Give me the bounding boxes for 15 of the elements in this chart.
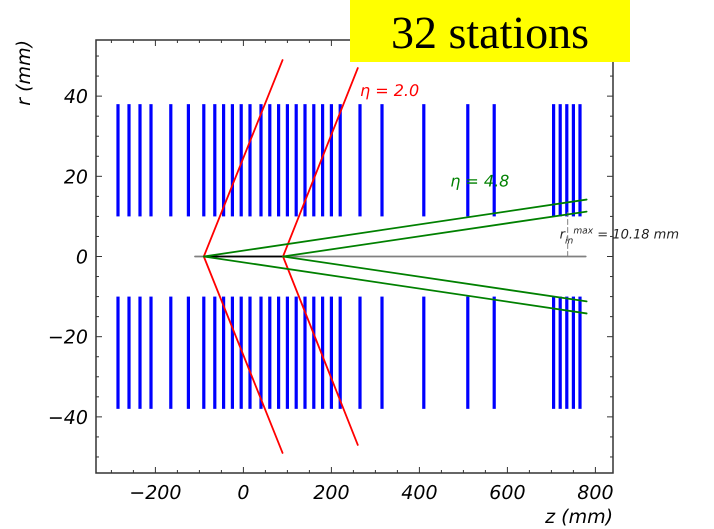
x-tick-label: 800 — [577, 482, 614, 504]
y-axis-title: r (mm) — [13, 40, 35, 106]
x-tick-label: 0 — [237, 482, 250, 504]
x-tick-label: −200 — [129, 482, 182, 504]
annotation: η = 2.0 — [360, 81, 420, 100]
y-tick-label: 0 — [76, 246, 88, 268]
x-tick-label: 600 — [489, 482, 526, 504]
y-tick-label: −20 — [48, 326, 88, 349]
y-tick-label: 40 — [64, 86, 88, 108]
chart-title: 32 stations — [390, 7, 590, 58]
y-tick-label: −40 — [48, 406, 88, 429]
y-tick-label: 20 — [64, 166, 88, 188]
x-tick-label: 200 — [313, 482, 350, 504]
x-axis-title: z (mm) — [544, 506, 613, 528]
x-tick-label: 400 — [401, 482, 438, 504]
